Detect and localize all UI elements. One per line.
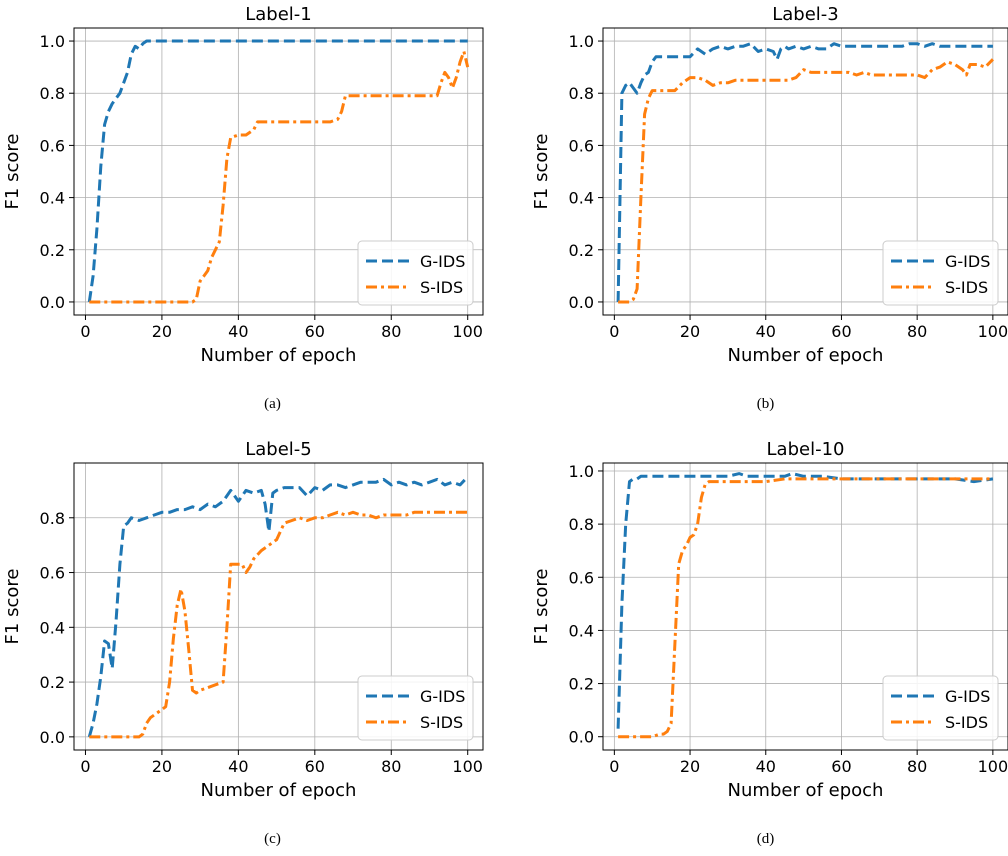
legend-label-g-ids: G-IDS: [420, 252, 465, 271]
x-axis-label: Number of epoch: [201, 780, 357, 801]
y-axis-label: F1 score: [2, 569, 23, 645]
figure-caption: (b): [757, 396, 775, 412]
figure-caption: (d): [757, 831, 775, 847]
x-tick-label: 40: [756, 757, 776, 776]
y-tick-label: 0.4: [40, 189, 65, 208]
series-line-s-ids: [89, 50, 470, 304]
x-tick-label: 60: [831, 322, 851, 341]
series-line-g-ids: [87, 475, 469, 738]
x-tick-label: 0: [80, 757, 90, 776]
legend-label-s-ids: S-IDS: [420, 713, 463, 732]
y-tick-label: 0.6: [40, 564, 65, 583]
chart-title: Label-1: [245, 4, 312, 25]
x-tick-label: 0: [609, 322, 619, 341]
plot-frame: [602, 462, 1008, 751]
y-axis-label: F1 score: [531, 569, 552, 645]
series-line-s-ids: [618, 58, 994, 304]
legend: G-IDS S-IDS: [357, 240, 474, 306]
x-tick-label: 100: [978, 757, 1008, 776]
x-tick-label: 80: [381, 757, 401, 776]
x-tick-label: 80: [907, 757, 927, 776]
x-tick-label: 40: [228, 322, 248, 341]
y-tick-label: 0.0: [569, 293, 594, 312]
legend-label-g-ids: G-IDS: [945, 252, 990, 271]
y-tick-label: 0.4: [569, 621, 594, 640]
y-tick-label: 0.6: [569, 568, 594, 587]
legend-box: [882, 240, 999, 306]
y-axis-label: F1 score: [2, 134, 23, 210]
x-tick-label: 20: [680, 757, 700, 776]
chart-panel-1: 0 20 40 60 80 100 0.0 0.2 0.4 0.6 0.8 1.0 Label-1 Num…: [2, 4, 484, 366]
chart-title: Label-5: [245, 439, 312, 460]
x-axis-label: Number of epoch: [728, 345, 884, 366]
chart-panel-3: 0 20 40 60 80 100 0.0 0.2 0.4 0.6 0.8 Label-5 Number…: [2, 439, 484, 801]
y-tick-label: 0.6: [40, 136, 65, 155]
y-tick-label: 0.4: [40, 618, 65, 637]
legend: G-IDS S-IDS: [357, 675, 474, 741]
y-tick-label: 0.2: [40, 673, 65, 692]
plot-frame: [602, 27, 1008, 316]
y-tick-label: 0.8: [40, 509, 65, 528]
y-tick-label: 0.0: [40, 293, 65, 312]
legend-box: [357, 675, 474, 741]
x-tick-label: 40: [228, 757, 248, 776]
y-tick-label: 0.2: [569, 241, 594, 260]
y-tick-label: 0.6: [569, 136, 594, 155]
x-tick-label: 60: [305, 757, 325, 776]
y-tick-label: 0.2: [569, 675, 594, 694]
y-tick-label: 0.4: [569, 189, 594, 208]
x-tick-label: 100: [452, 322, 483, 341]
y-tick-label: 0.8: [569, 515, 594, 534]
chart-title: Label-10: [767, 439, 845, 460]
y-tick-label: 0.0: [569, 728, 594, 747]
series-line-g-ids: [87, 39, 468, 303]
legend: G-IDS S-IDS: [882, 240, 999, 306]
figure-caption: (a): [264, 396, 281, 412]
y-tick-label: 0.8: [569, 84, 594, 103]
x-tick-label: 20: [152, 757, 172, 776]
legend-label-g-ids: G-IDS: [420, 687, 465, 706]
legend-label-s-ids: S-IDS: [945, 278, 988, 297]
x-tick-label: 40: [756, 322, 776, 341]
plot-frame: [73, 462, 484, 751]
legend-label-g-ids: G-IDS: [945, 687, 990, 706]
legend-box: [882, 675, 999, 741]
legend-label-s-ids: S-IDS: [420, 278, 463, 297]
y-tick-label: 1.0: [40, 32, 65, 51]
x-tick-label: 20: [152, 322, 172, 341]
x-tick-label: 60: [305, 322, 325, 341]
x-tick-label: 80: [381, 322, 401, 341]
y-tick-label: 0.2: [40, 241, 65, 260]
y-tick-label: 0.0: [40, 728, 65, 747]
series-line-s-ids: [89, 510, 468, 739]
x-tick-label: 80: [907, 322, 927, 341]
legend-label-s-ids: S-IDS: [945, 713, 988, 732]
chart-panel-4: 0 20 40 60 80 100 0.0 0.2 0.4 0.6 0.8 1.0 Label-10 Nu…: [531, 439, 1008, 801]
x-tick-label: 20: [680, 322, 700, 341]
y-tick-label: 1.0: [569, 462, 594, 481]
x-tick-label: 60: [831, 757, 851, 776]
series-line-s-ids: [618, 477, 993, 739]
chart-title: Label-3: [772, 4, 839, 25]
x-tick-label: 0: [609, 757, 619, 776]
x-tick-label: 100: [978, 322, 1008, 341]
figure-caption: (c): [264, 831, 281, 847]
y-axis-label: F1 score: [531, 134, 552, 210]
legend-box: [357, 240, 474, 306]
plot-frame: [73, 27, 484, 316]
x-axis-label: Number of epoch: [728, 780, 884, 801]
series-line-g-ids: [616, 42, 993, 303]
x-axis-label: Number of epoch: [201, 345, 357, 366]
chart-panel-2: 0 20 40 60 80 100 0.0 0.2 0.4 0.6 0.8 1.0 Label-3 Num…: [531, 4, 1008, 366]
y-tick-label: 1.0: [569, 32, 594, 51]
legend: G-IDS S-IDS: [882, 675, 999, 741]
x-tick-label: 0: [80, 322, 90, 341]
series-line-g-ids: [616, 472, 994, 729]
x-tick-label: 100: [452, 757, 483, 776]
y-tick-label: 0.8: [40, 84, 65, 103]
